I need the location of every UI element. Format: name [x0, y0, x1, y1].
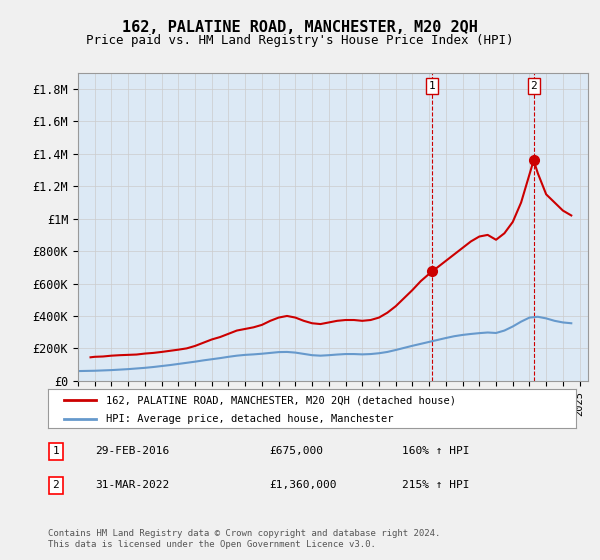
Text: 2: 2: [530, 81, 537, 91]
Text: 162, PALATINE ROAD, MANCHESTER, M20 2QH: 162, PALATINE ROAD, MANCHESTER, M20 2QH: [122, 20, 478, 35]
Text: Contains HM Land Registry data © Crown copyright and database right 2024.
This d: Contains HM Land Registry data © Crown c…: [48, 529, 440, 549]
Text: 1: 1: [428, 81, 436, 91]
Text: 2: 2: [53, 480, 59, 491]
Text: 162, PALATINE ROAD, MANCHESTER, M20 2QH (detached house): 162, PALATINE ROAD, MANCHESTER, M20 2QH …: [106, 395, 456, 405]
Text: Price paid vs. HM Land Registry's House Price Index (HPI): Price paid vs. HM Land Registry's House …: [86, 34, 514, 46]
Text: 215% ↑ HPI: 215% ↑ HPI: [402, 480, 469, 491]
Text: £675,000: £675,000: [270, 446, 324, 456]
Text: £1,360,000: £1,360,000: [270, 480, 337, 491]
Text: HPI: Average price, detached house, Manchester: HPI: Average price, detached house, Manc…: [106, 414, 394, 423]
Text: 31-MAR-2022: 31-MAR-2022: [95, 480, 170, 491]
Text: 160% ↑ HPI: 160% ↑ HPI: [402, 446, 469, 456]
Text: 29-FEB-2016: 29-FEB-2016: [95, 446, 170, 456]
Text: 1: 1: [53, 446, 59, 456]
